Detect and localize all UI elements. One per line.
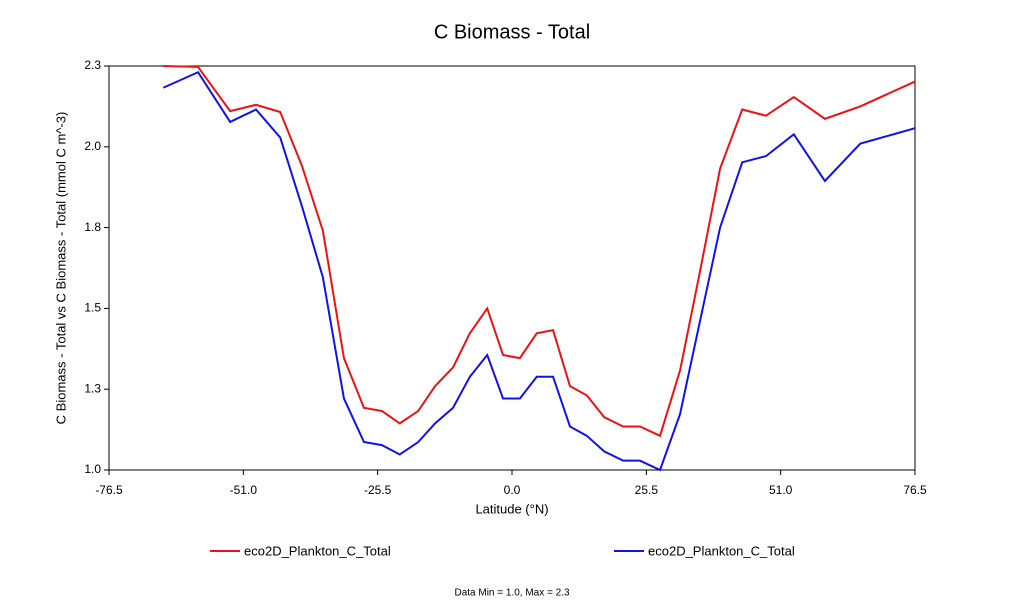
chart-title: C Biomass - Total [434, 21, 590, 43]
series-line [162, 70, 916, 472]
x-tick-label: 51.0 [769, 483, 793, 497]
x-tick-label: -25.5 [364, 483, 392, 497]
series-line [163, 65, 916, 438]
x-tick-label: -76.5 [95, 483, 123, 497]
x-axis-label: Latitude (°N) [475, 501, 548, 516]
y-tick-label: 1.3 [84, 381, 101, 395]
y-tick-label: 1.8 [84, 220, 101, 234]
legend-label: eco2D_Plankton_C_Total [648, 543, 795, 558]
x-tick-label: 0.0 [504, 483, 521, 497]
x-tick-label: 76.5 [903, 483, 927, 497]
x-tick-label: -51.0 [230, 483, 258, 497]
x-tick-label: 25.5 [635, 483, 659, 497]
y-tick-label: 1.5 [84, 301, 101, 315]
plot-frame [108, 65, 916, 471]
y-tick-label: 1.0 [84, 462, 101, 476]
footnote: Data Min = 1.0, Max = 2.3 [454, 588, 569, 599]
legend-label: eco2D_Plankton_C_Total [244, 543, 391, 558]
y-tick-label: 2.3 [84, 58, 101, 72]
y-tick-label: 2.0 [84, 139, 101, 153]
y-axis-label: C Biomass - Total vs C Biomass - Total (… [53, 112, 68, 425]
